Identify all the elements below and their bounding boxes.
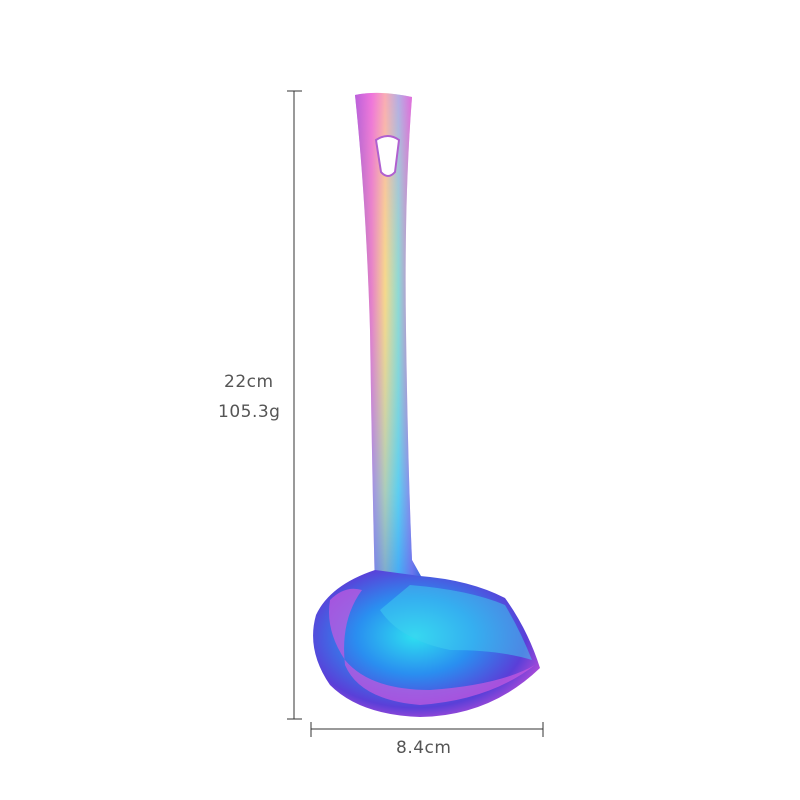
dimension-lines [287,90,544,737]
width-label: 8.4cm [396,738,452,758]
weight-label: 105.3g [218,402,281,422]
hanging-hole [374,135,401,177]
height-label: 22cm [224,372,274,392]
